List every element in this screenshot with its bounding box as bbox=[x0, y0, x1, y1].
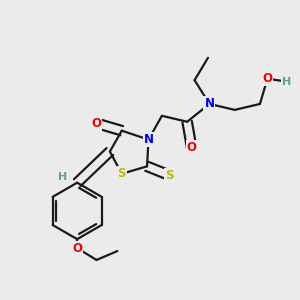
Text: S: S bbox=[165, 169, 174, 182]
Text: H: H bbox=[58, 172, 68, 182]
Text: N: N bbox=[204, 98, 214, 110]
Text: N: N bbox=[143, 133, 154, 146]
Text: O: O bbox=[92, 117, 101, 130]
Text: S: S bbox=[118, 167, 126, 180]
Text: H: H bbox=[282, 76, 291, 87]
Text: O: O bbox=[72, 242, 82, 255]
Text: O: O bbox=[262, 72, 272, 85]
Text: O: O bbox=[187, 140, 196, 154]
